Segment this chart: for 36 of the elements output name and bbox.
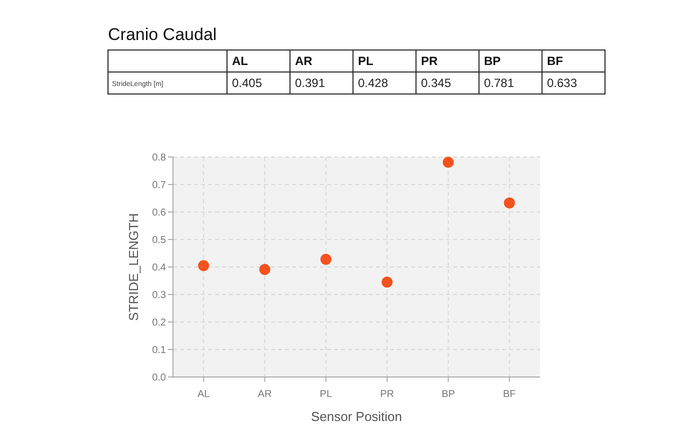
- point: [382, 276, 393, 288]
- y-tick-label: 0.2: [152, 318, 166, 328]
- data-label: 0.405: [232, 76, 262, 90]
- point: [259, 264, 270, 275]
- data-label: 0.633: [547, 76, 578, 90]
- x-tick-label: AR: [258, 389, 272, 400]
- y-tick-label: 0.6: [152, 208, 166, 218]
- point: [320, 254, 332, 265]
- data-label: 0.781: [484, 76, 514, 90]
- data-label: 0.391: [295, 76, 326, 90]
- x-axis-title: Sensor Position: [310, 409, 402, 424]
- x-tick-label: BF: [503, 389, 516, 400]
- point: [442, 156, 454, 168]
- category-label: AL: [232, 54, 248, 68]
- y-tick-label: 0.7: [152, 180, 166, 191]
- category-label: BP: [484, 54, 501, 68]
- data-label: 0.345: [421, 76, 452, 90]
- x-tick-label: PR: [380, 389, 394, 400]
- x-tick-label: PL: [320, 389, 332, 400]
- y-tick-label: 0.5: [152, 235, 166, 246]
- point: [198, 260, 210, 272]
- text: Cranio Caudal: [108, 25, 217, 44]
- category-label: PL: [358, 54, 374, 68]
- x-tick-label: BP: [442, 389, 456, 400]
- y-tick-label: 0.1: [152, 345, 166, 356]
- y-axis-title: STRIDE_LENGTH: [126, 213, 141, 321]
- y-tick-label: 0.4: [152, 262, 166, 274]
- category-label: AR: [295, 54, 313, 68]
- y-tick-label: 0.3: [152, 290, 166, 301]
- x-tick-label: AL: [197, 389, 210, 400]
- y-tick-label: 0.8: [152, 152, 166, 164]
- category-label: PR: [421, 54, 438, 68]
- point: [504, 197, 515, 208]
- category-label: BF: [547, 54, 563, 68]
- data-label: 0.428: [358, 76, 388, 90]
- y-tick-label: 0.0: [152, 372, 166, 384]
